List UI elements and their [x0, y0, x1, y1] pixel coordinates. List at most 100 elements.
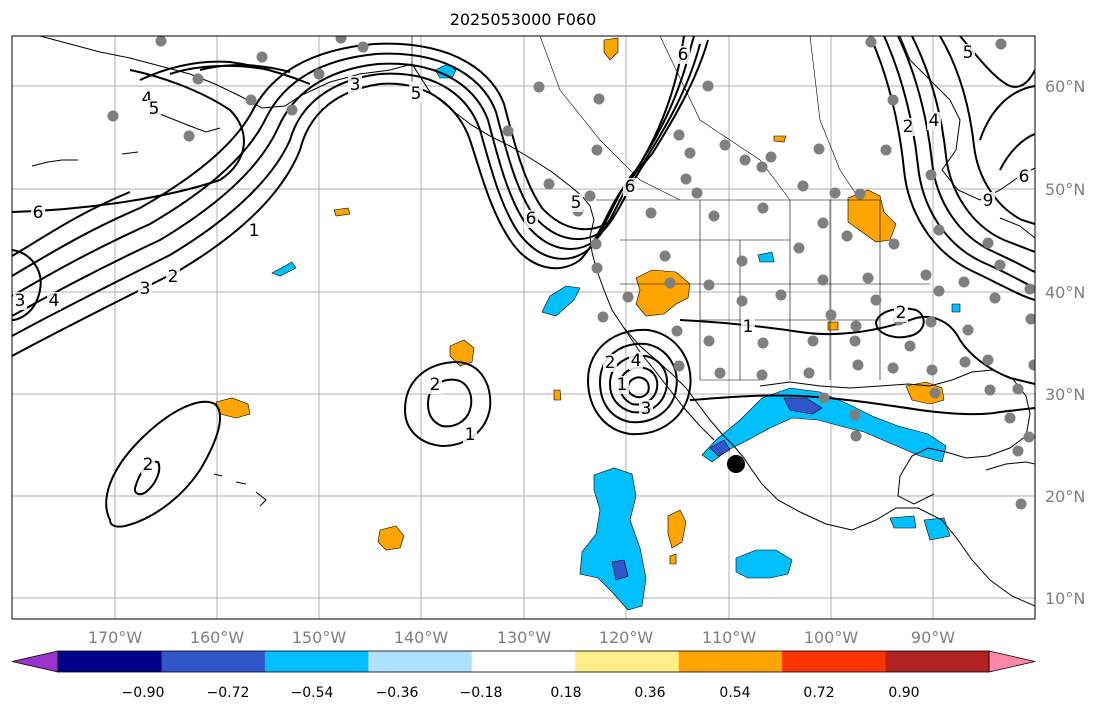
colorbar	[11, 650, 1036, 673]
contour-label: 3	[641, 399, 652, 419]
longitude-axis-labels: 170°W 160°W 150°W 140°W 130°W 120°W 110°…	[88, 628, 955, 647]
contour-label-bg	[138, 280, 152, 298]
colorbar-segment	[885, 651, 990, 672]
shade-cyan-4	[757, 251, 775, 263]
contour-label: 5	[411, 84, 422, 104]
colorbar-segment	[471, 651, 576, 672]
colorbar-border	[57, 650, 990, 673]
contour-label-bg	[639, 400, 653, 418]
contour-label-bg	[741, 318, 755, 336]
contour-label: 4	[929, 111, 940, 131]
lon-label: 100°W	[804, 628, 859, 647]
shade-cyan-2	[271, 261, 297, 277]
contour-label-bg	[247, 222, 261, 240]
contour-label: 1	[249, 221, 260, 241]
contour-label: 6	[678, 45, 689, 65]
lat-label: 30°N	[1045, 385, 1085, 404]
shade-orange-13	[377, 525, 405, 551]
shade-cyan-9	[923, 517, 951, 541]
contour-label: 1	[465, 425, 476, 445]
latitude-axis-labels: 60°N 50°N 40°N 30°N 20°N 10°N	[1045, 77, 1085, 608]
contour-label-bg	[47, 292, 61, 310]
colorbar-tick-label: −0.54	[291, 685, 334, 701]
contour-label: 2	[903, 117, 914, 137]
contour-label: 2	[143, 455, 154, 475]
station-dots	[107, 36, 1035, 510]
contour-label-bg	[623, 178, 637, 196]
contour-label-bg	[901, 118, 915, 136]
contour-label: 4	[631, 351, 642, 371]
colorbar-segment	[575, 651, 680, 672]
lon-label: 160°W	[190, 628, 245, 647]
contour-label: 1	[617, 375, 628, 395]
contour-label-bg	[629, 352, 643, 370]
contour-label-bg	[31, 204, 45, 222]
colorbar-tick-label: −0.18	[460, 685, 503, 701]
contour-label-bg	[961, 44, 975, 62]
lat-label: 50°N	[1045, 180, 1085, 199]
colorbar-extend-high	[988, 650, 1036, 673]
contour-label-bg	[348, 76, 362, 94]
shade-orange-12	[669, 553, 677, 565]
colorbar-tick-label: 0.54	[719, 685, 750, 701]
contour-label-bg	[409, 85, 423, 103]
contour-label-bg	[524, 210, 538, 228]
colorbar-segment	[161, 651, 266, 672]
contour-label-bg	[166, 268, 180, 286]
target-location-marker	[727, 455, 745, 473]
shade-orange-3	[635, 269, 691, 317]
contour-label: 1	[743, 317, 754, 337]
contour-label: 5	[571, 193, 582, 213]
contour-label-bg	[463, 426, 477, 444]
shade-orange-10	[905, 381, 945, 405]
shade-orange-8	[553, 389, 562, 401]
contour-label-bg	[428, 376, 442, 394]
contour-label-bg	[615, 376, 629, 394]
contour-label: 2	[430, 375, 441, 395]
colorbar-segment	[58, 651, 162, 672]
shade-cyan-6	[579, 467, 647, 611]
contour-lines	[12, 36, 1035, 528]
lon-label: 130°W	[497, 628, 552, 647]
colorbar-segment	[368, 651, 473, 672]
lat-label: 20°N	[1045, 487, 1085, 506]
lon-label: 90°W	[911, 628, 955, 647]
contour-label: 6	[526, 209, 537, 229]
contour-label: 4	[142, 89, 153, 109]
contour-label-bg	[147, 100, 161, 118]
contour-label-bg	[894, 304, 908, 322]
contour-label: 4	[49, 291, 60, 311]
shade-blue-2	[709, 439, 731, 457]
shade-cyan-1	[434, 63, 457, 79]
contour-label: 3	[15, 291, 26, 311]
contour-label: 2	[168, 267, 179, 287]
contour-label: 3	[350, 75, 361, 95]
lon-label: 140°W	[394, 628, 449, 647]
contour-label-bg	[603, 354, 617, 372]
lat-label: 40°N	[1045, 283, 1085, 302]
lon-label: 120°W	[599, 628, 654, 647]
lat-label: 60°N	[1045, 77, 1085, 96]
colorbar-segment	[678, 651, 783, 672]
contour-label-bg	[927, 112, 941, 130]
shaded-anomalies	[215, 37, 961, 611]
colorbar-tick-label: −0.72	[207, 685, 250, 701]
shade-orange-1	[603, 37, 619, 61]
contour-label: 2	[605, 353, 616, 373]
contour-label: 9	[983, 191, 994, 211]
contour-label: 6	[1019, 167, 1030, 187]
shade-orange-7	[449, 339, 475, 367]
contour-label-bg	[981, 192, 995, 210]
shade-cyan-3	[541, 285, 581, 317]
colorbar-tick-label: −0.36	[376, 685, 419, 701]
contour-label: 3	[140, 279, 151, 299]
contour-label: 6	[33, 203, 44, 223]
colorbar-tick-label: 0.36	[634, 685, 665, 701]
contour-label-bg	[1017, 168, 1031, 186]
shade-cyan-7	[735, 549, 793, 579]
colorbar-segment	[264, 651, 369, 672]
lon-label: 150°W	[292, 628, 347, 647]
contour-label: 6	[625, 177, 636, 197]
colorbar-tick-label: 0.72	[803, 685, 834, 701]
